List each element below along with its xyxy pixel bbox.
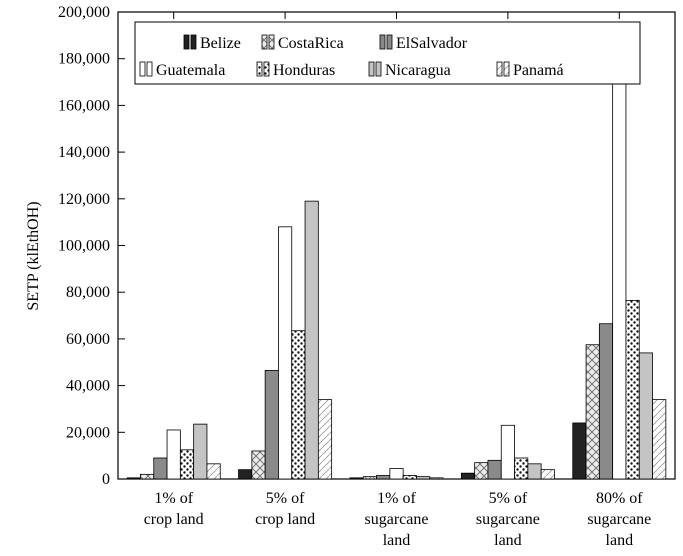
y-tick-label: 80,000 — [66, 284, 110, 301]
legend-swatch — [368, 61, 382, 77]
y-tick-label: 200,000 — [58, 4, 110, 21]
legend-label: Honduras — [273, 62, 335, 79]
x-tick-label: 80% of sugarcane land — [587, 490, 651, 549]
bar-nicaragua — [638, 352, 653, 480]
legend-label: Guatemala — [156, 62, 225, 79]
bar-honduras — [402, 475, 417, 480]
y-tick-label: 160,000 — [58, 97, 110, 114]
bar-honduras — [514, 457, 529, 480]
bar-elsalvador — [376, 475, 391, 480]
legend-label: Nicaragua — [385, 62, 451, 79]
bar-guatemala — [389, 468, 404, 480]
legend-box — [134, 21, 641, 85]
bar-panam — [540, 469, 555, 480]
y-tick-label: 140,000 — [58, 144, 110, 161]
bar-guatemala — [166, 429, 181, 480]
x-tick-label: 5% of sugarcane land — [476, 490, 540, 549]
y-axis-title: SETP (klEthOH) — [25, 201, 42, 310]
y-tick-label: 40,000 — [66, 378, 110, 395]
bar-panam — [652, 399, 667, 480]
bar-guatemala — [500, 424, 515, 480]
x-tick-label: 1% of sugarcane land — [365, 490, 429, 549]
bar-nicaragua — [193, 423, 208, 480]
legend-label: ElSalvador — [396, 35, 468, 52]
legend-swatch — [183, 34, 197, 50]
y-tick-label: 60,000 — [66, 331, 110, 348]
legend-swatch — [379, 34, 393, 50]
bar-belize — [572, 422, 587, 480]
bar-elsalvador — [153, 457, 168, 480]
legend-swatch — [139, 61, 153, 77]
bar-belize — [238, 469, 253, 480]
y-tick-label: 100,000 — [58, 238, 110, 255]
bar-honduras — [291, 330, 306, 480]
bar-costarica — [362, 476, 377, 480]
bar-nicaragua — [416, 476, 431, 480]
bar-costarica — [474, 462, 489, 480]
bar-belize — [460, 472, 476, 480]
y-tick-label: 180,000 — [58, 51, 110, 68]
bar-guatemala — [612, 37, 627, 480]
bar-nicaragua — [304, 200, 319, 480]
bar-panam — [317, 399, 333, 480]
legend-label: Belize — [200, 35, 241, 52]
bar-costarica — [585, 344, 600, 480]
legend-swatch — [496, 61, 510, 77]
bar-elsalvador — [487, 459, 502, 480]
legend-label: Panamá — [513, 62, 564, 79]
bar-panam — [429, 477, 444, 480]
bar-nicaragua — [527, 463, 542, 480]
bar-guatemala — [278, 226, 293, 480]
bar-panam — [206, 463, 221, 480]
bar-honduras — [625, 299, 640, 480]
y-tick-label: 120,000 — [58, 191, 110, 208]
legend-swatch — [261, 34, 275, 50]
x-tick-label: 5% of crop land — [255, 490, 315, 528]
bar-belize — [349, 477, 364, 480]
y-tick-label: 20,000 — [66, 424, 110, 441]
legend-label: CostaRica — [278, 35, 344, 52]
bar-elsalvador — [264, 370, 279, 480]
bar-costarica — [140, 473, 155, 480]
x-tick-label: 1% of crop land — [144, 490, 204, 528]
y-tick-label: 0 — [102, 471, 110, 488]
bar-elsalvador — [598, 323, 614, 480]
bar-costarica — [251, 450, 266, 480]
bar-honduras — [179, 449, 195, 480]
bar-belize — [126, 477, 141, 480]
legend-swatch — [256, 61, 270, 77]
